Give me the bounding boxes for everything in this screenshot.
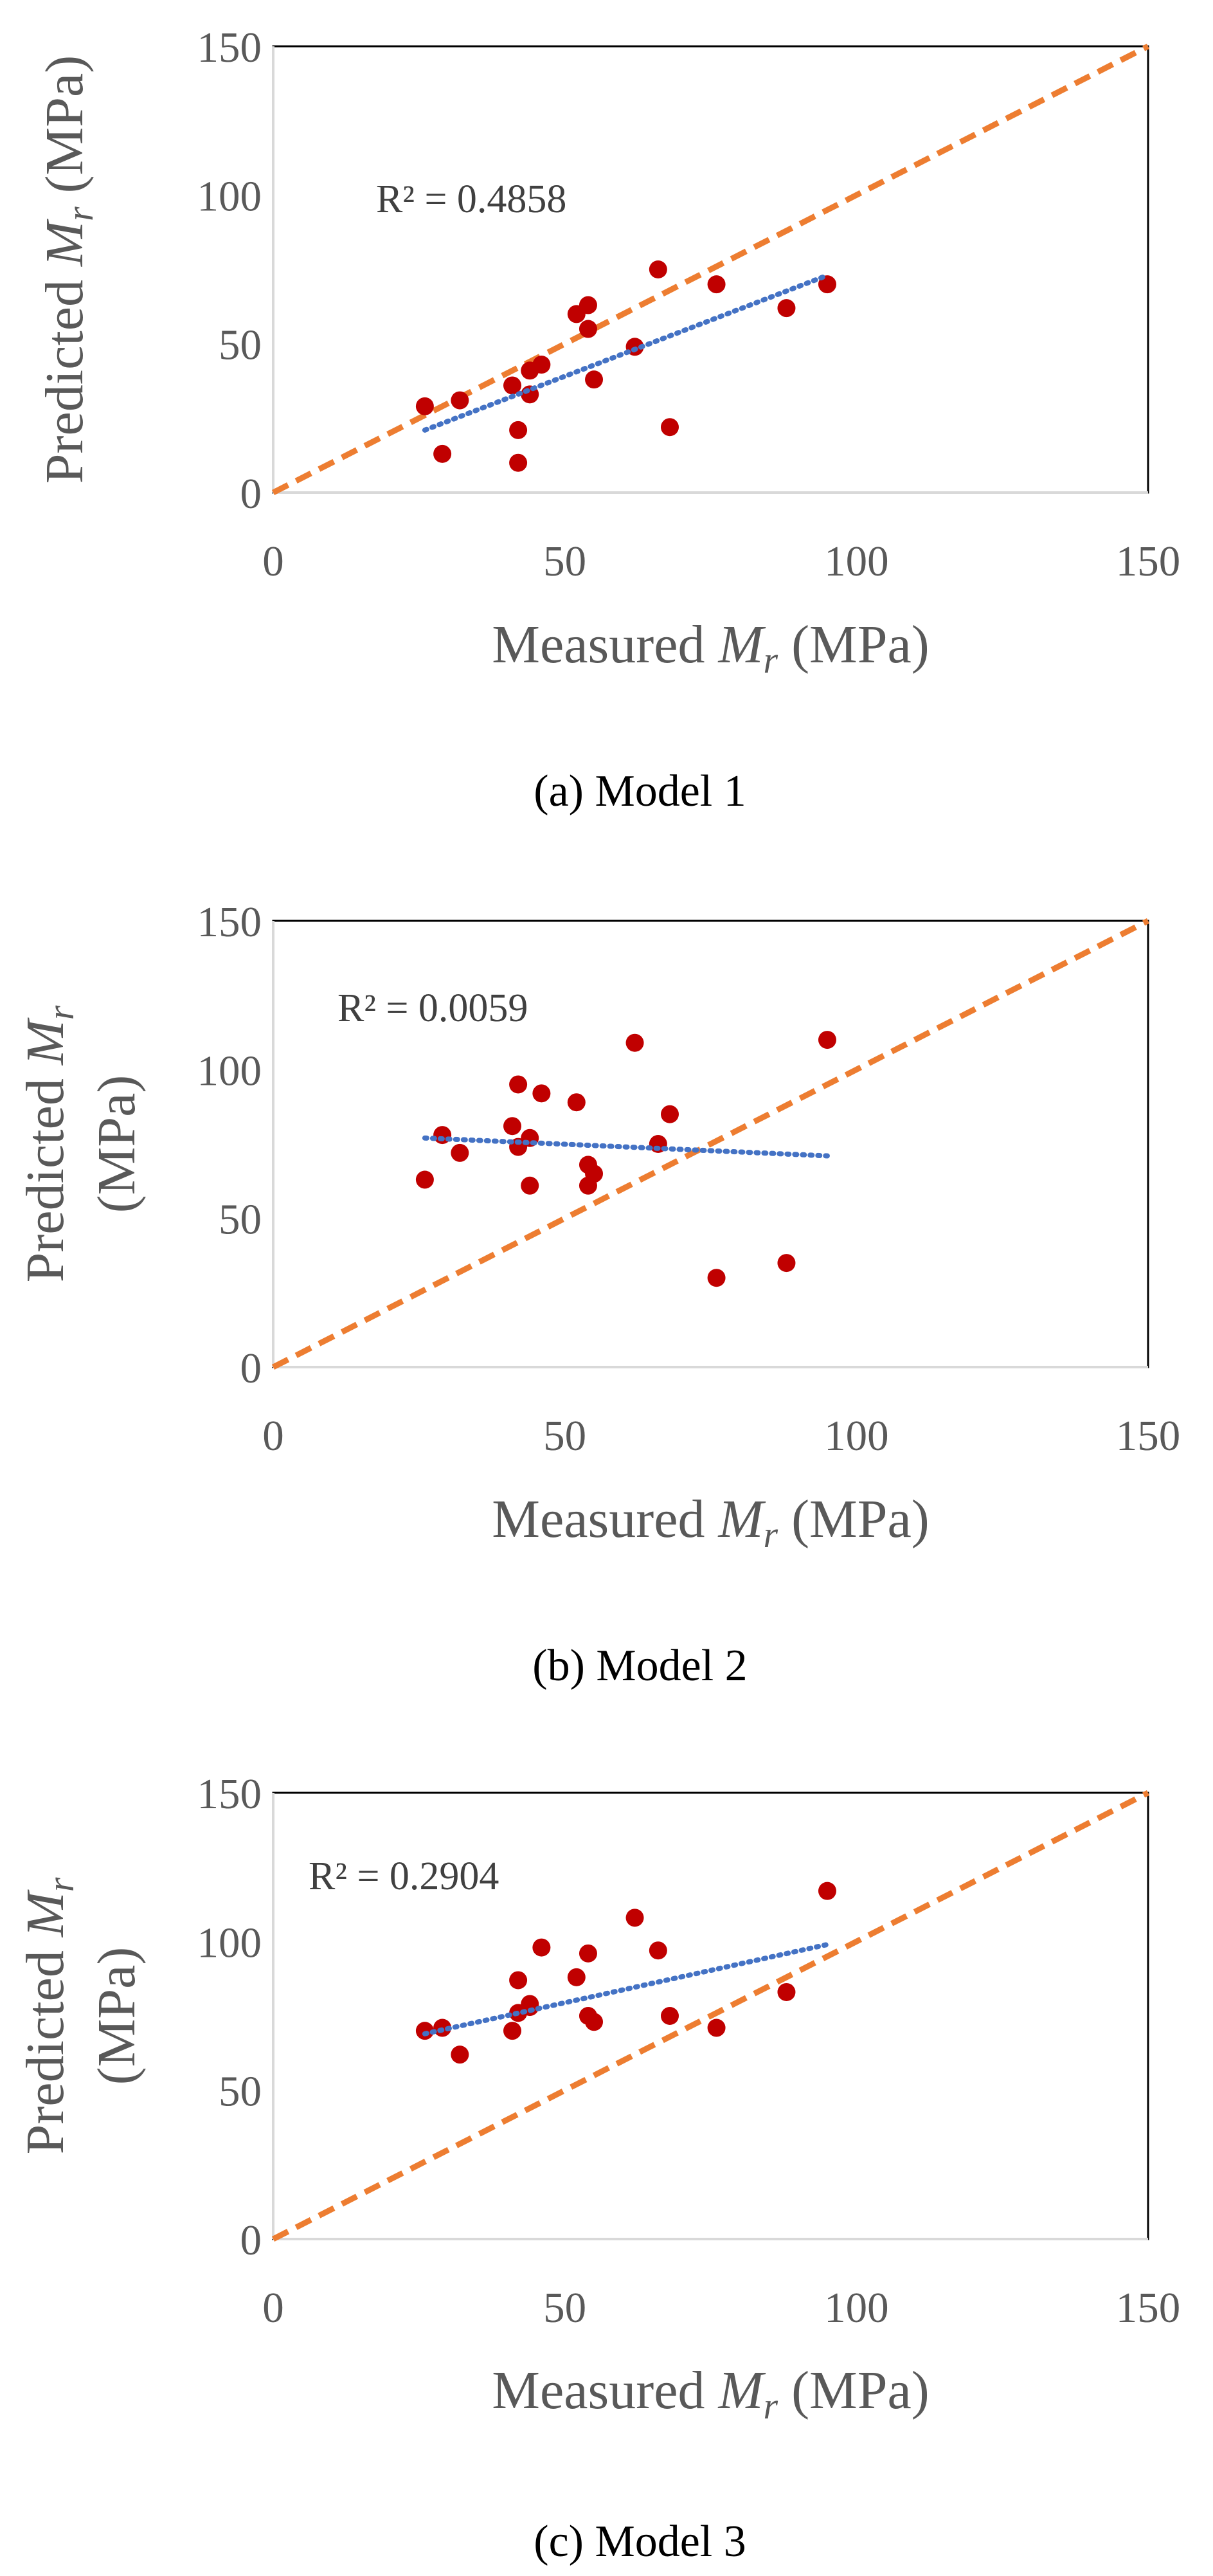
data-point — [707, 2018, 726, 2037]
y-tick-label: 150 — [197, 1770, 262, 1818]
data-point — [503, 1117, 522, 1136]
y-tick-label: 50 — [219, 2068, 262, 2116]
data-point — [415, 397, 434, 415]
y-tick-label: 100 — [197, 1919, 262, 1966]
data-point — [585, 370, 604, 389]
y-tick-label: 0 — [240, 2217, 262, 2264]
x-tick-label: 150 — [1116, 538, 1181, 585]
data-point — [509, 1971, 528, 1990]
data-point — [532, 1938, 551, 1957]
data-point — [707, 1269, 726, 1287]
data-point — [707, 275, 726, 294]
x-tick-label: 0 — [262, 2284, 284, 2332]
data-point — [777, 299, 796, 318]
data-point — [777, 1982, 796, 2001]
data-point — [579, 1944, 597, 1963]
data-point — [532, 1084, 551, 1103]
identity-line — [271, 1790, 1150, 2242]
data-point — [567, 1968, 586, 1986]
figure-caption: (a) Model 1 — [534, 766, 746, 816]
data-point — [625, 1033, 644, 1052]
data-point — [625, 1909, 644, 1927]
r2-label: R² = 0.0059 — [337, 986, 528, 1030]
data-point — [433, 444, 452, 463]
data-point — [649, 1941, 667, 1960]
data-point — [521, 1176, 539, 1195]
y-tick-label: 150 — [197, 898, 262, 946]
y-tick-label: 50 — [219, 1196, 262, 1244]
data-point — [451, 391, 469, 410]
x-tick-label: 50 — [543, 538, 586, 585]
data-point — [509, 1075, 528, 1094]
chart-panel-1: 0 50 100 150 0 50 100 150 R² = 0.4858 Measured Mr… — [35, 24, 1180, 816]
data-point — [585, 2013, 604, 2031]
x-tick-label: 50 — [543, 1412, 586, 1460]
data-point — [660, 1105, 679, 1123]
x-axis-label: Measured Mr (MPa) — [492, 2361, 929, 2427]
r2-label: R² = 0.4858 — [376, 177, 566, 221]
x-tick-label: 100 — [824, 1412, 889, 1460]
data-point — [532, 356, 551, 374]
x-tick-label: 100 — [824, 538, 889, 585]
x-tick-label: 0 — [262, 538, 284, 585]
data-point — [579, 296, 597, 314]
x-tick-label: 150 — [1116, 1412, 1181, 1460]
chart-panel-3: 0 50 100 150 0 50 100 150 R² = 0.2904 Measured Mr… — [15, 1770, 1180, 2566]
data-point — [567, 1093, 586, 1112]
y-tick-label: 0 — [240, 1345, 262, 1392]
y-axis-label: Predicted Mr (MPa) — [35, 55, 101, 484]
x-tick-label: 50 — [543, 2284, 586, 2332]
data-point — [451, 2045, 469, 2064]
data-point — [415, 1170, 434, 1189]
y-axis-label: Predicted Mr(MPa) — [15, 1005, 147, 1282]
data-point — [585, 1165, 604, 1183]
data-point — [660, 418, 679, 437]
data-point — [451, 1143, 469, 1162]
data-point — [503, 376, 522, 395]
x-tick-label: 0 — [262, 1412, 284, 1460]
r2-label: R² = 0.2904 — [309, 1855, 499, 1898]
x-tick-label: 100 — [824, 2284, 889, 2332]
trendline — [422, 273, 830, 433]
data-point — [509, 421, 528, 439]
data-point — [579, 320, 597, 338]
x-axis-label: Measured Mr (MPa) — [492, 1489, 929, 1556]
x-tick-label: 150 — [1116, 2284, 1181, 2332]
figure-caption: (b) Model 2 — [532, 1641, 747, 1691]
trendline — [422, 1941, 830, 2036]
data-point — [415, 2022, 434, 2040]
x-axis-label: Measured Mr (MPa) — [492, 615, 929, 681]
data-point — [509, 453, 528, 472]
data-point — [503, 2022, 522, 2040]
chart-panel-2: 0 50 100 150 0 50 100 150 R² = 0.0059 Measured Mr… — [15, 898, 1180, 1691]
y-tick-label: 150 — [197, 24, 262, 71]
data-point — [818, 1031, 836, 1049]
trendline — [422, 1135, 830, 1159]
y-tick-label: 100 — [197, 1047, 262, 1094]
data-point — [649, 260, 667, 278]
data-point — [660, 2007, 679, 2025]
identity-line — [271, 918, 1150, 1370]
y-tick-label: 50 — [219, 322, 262, 369]
data-point — [777, 1254, 796, 1273]
y-axis-label: Predicted Mr(MPa) — [15, 1877, 147, 2154]
y-tick-label: 100 — [197, 172, 262, 220]
y-tick-label: 0 — [240, 470, 262, 518]
figure-caption: (c) Model 3 — [534, 2517, 746, 2566]
data-point — [818, 1882, 836, 1900]
identity-line — [271, 43, 1150, 496]
